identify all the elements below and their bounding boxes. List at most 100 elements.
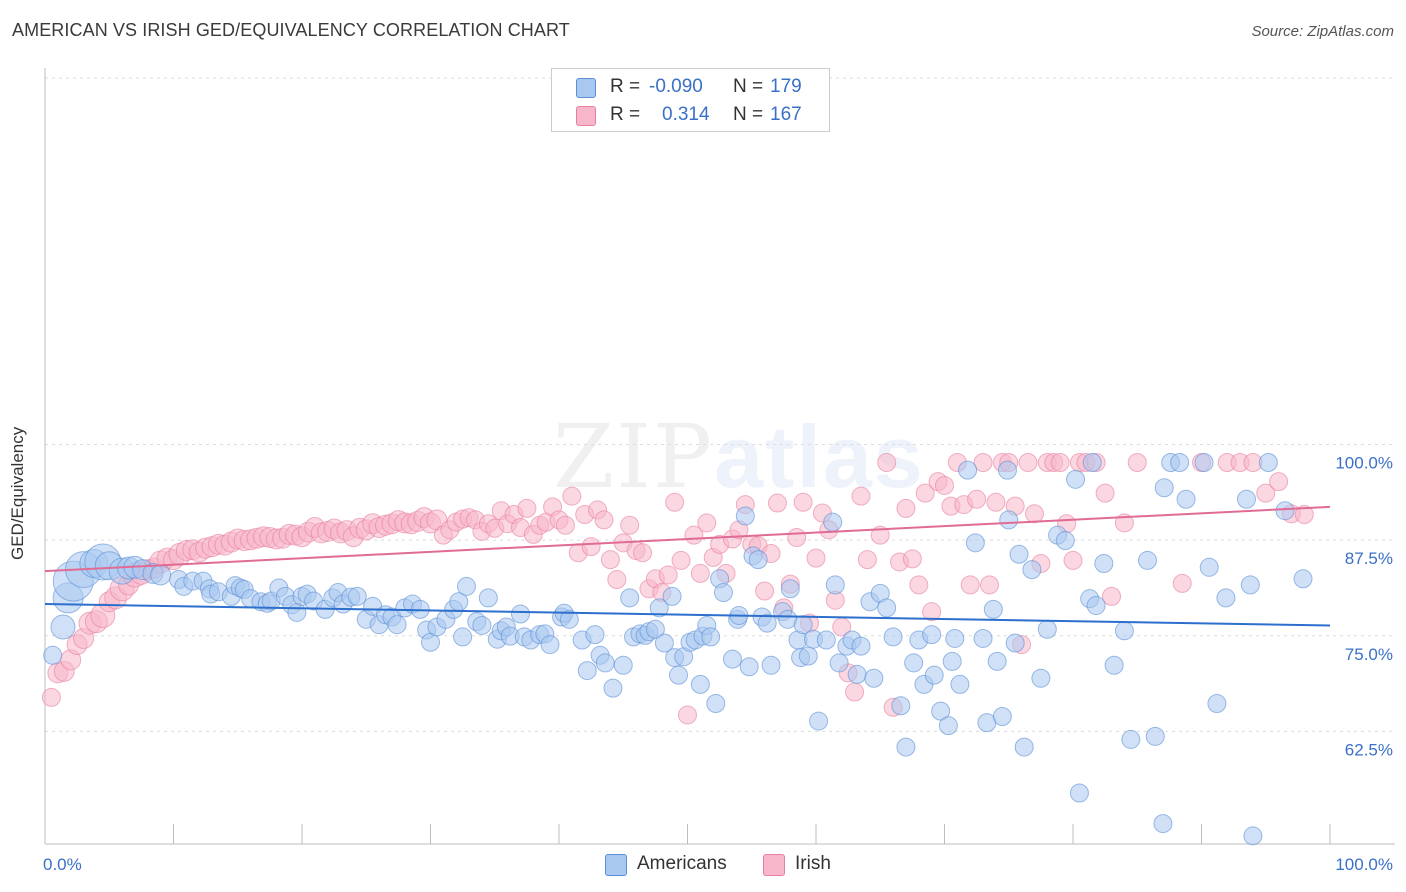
irish-point — [845, 682, 865, 702]
source-label: Source: ZipAtlas.com — [1251, 23, 1394, 40]
irish-point — [1269, 472, 1289, 492]
irish-point — [620, 515, 640, 535]
irish-point — [967, 489, 987, 509]
legend-n-label: N = — [733, 76, 764, 97]
y-axis-label: GED/Equivalency — [8, 426, 27, 560]
irish-point — [1102, 586, 1122, 606]
american-point — [1258, 453, 1278, 472]
irish-point — [896, 498, 916, 518]
american-point — [453, 627, 473, 647]
irish-point — [671, 550, 691, 570]
irish-point — [787, 527, 807, 547]
american-point — [43, 645, 63, 665]
irish-point — [857, 550, 877, 570]
y-tick-label: 62.5% — [1345, 740, 1393, 759]
series-legend: Americans Irish — [0, 851, 1406, 879]
american-point — [829, 653, 849, 673]
american-point — [559, 609, 579, 629]
american-point — [1014, 737, 1034, 757]
american-point — [739, 657, 759, 677]
trend-lines — [44, 505, 1331, 627]
american-point — [825, 575, 845, 595]
american-point — [1009, 544, 1029, 564]
irish-point — [581, 537, 601, 557]
american-point — [904, 653, 924, 673]
irish-point — [1024, 504, 1044, 524]
american-point — [1176, 489, 1196, 509]
american-point — [938, 716, 958, 736]
american-point — [816, 630, 836, 650]
american-point — [983, 599, 1003, 619]
american-point — [1037, 619, 1057, 639]
american-point — [387, 615, 407, 635]
american-point — [748, 550, 768, 570]
american-point — [973, 628, 993, 648]
legend-row-americans: R = -0.090 N = 179 — [552, 73, 829, 103]
american-point — [761, 655, 781, 675]
gridlines — [45, 77, 1395, 732]
irish-point — [767, 493, 787, 513]
american-point — [603, 678, 623, 698]
legend-r-value: -0.090 — [649, 76, 703, 97]
irish-point — [870, 525, 890, 545]
american-point — [654, 633, 674, 653]
american-point — [896, 737, 916, 757]
irish-point — [851, 486, 871, 506]
irish-point — [678, 705, 697, 725]
irish-point — [922, 602, 942, 622]
chart-title: AMERICAN VS IRISH GED/EQUIVALENCY CORREL… — [12, 20, 570, 40]
american-point — [662, 586, 682, 606]
irish-point — [909, 575, 929, 595]
american-point — [1114, 621, 1134, 641]
irish-point — [806, 548, 826, 568]
american-point — [287, 602, 307, 622]
y-tick-label: 75.0% — [1345, 645, 1393, 664]
american-point — [713, 583, 733, 603]
irish-trend-line — [44, 505, 1331, 573]
irish-point — [935, 475, 954, 495]
irish-point — [877, 453, 897, 472]
american-point — [478, 588, 498, 608]
american-point — [613, 655, 633, 675]
american-point — [472, 615, 492, 635]
american-point — [456, 576, 476, 596]
y-tick-label: 87.5% — [1345, 549, 1393, 568]
american-point — [669, 665, 689, 685]
american-point — [823, 512, 843, 532]
american-point — [150, 564, 172, 586]
legend-r-label: R = — [610, 104, 641, 125]
american-point — [701, 627, 721, 647]
irish-point — [690, 563, 710, 583]
american-point — [809, 711, 829, 731]
american-point — [883, 627, 903, 647]
legend-n-value: 167 — [770, 104, 802, 125]
american-point — [1094, 553, 1114, 573]
american-point — [722, 649, 742, 669]
american-trend-line — [44, 603, 1331, 627]
irish-point — [41, 687, 61, 707]
american-point — [851, 636, 871, 656]
legend-label-irish: Irish — [795, 853, 831, 874]
legend-label-americans: Americans — [637, 853, 727, 874]
american-point — [1293, 569, 1313, 589]
irish-point — [555, 515, 575, 535]
american-point — [965, 533, 985, 553]
x-tick-label: 100.0% — [1335, 855, 1393, 874]
american-point — [1207, 693, 1227, 713]
axes — [44, 68, 1395, 845]
american-point — [922, 625, 942, 645]
irish-point — [697, 513, 717, 533]
correlation-legend: R = -0.090 N = 179 R = 0.314 N = 167 — [551, 68, 830, 132]
irish-point — [1172, 573, 1192, 593]
american-point — [595, 653, 615, 673]
american-point — [585, 625, 605, 645]
tick-labels: 62.5% 75.0% 87.5% 100.0% 0.0% 100.0% — [43, 454, 1393, 875]
irish-point — [902, 549, 922, 569]
irish-point — [1294, 505, 1314, 525]
american-point — [997, 460, 1017, 480]
american-point — [1086, 596, 1106, 616]
american-point — [958, 460, 978, 480]
american-point — [1069, 783, 1089, 803]
irish-point — [973, 453, 993, 472]
american-point — [1170, 453, 1190, 472]
